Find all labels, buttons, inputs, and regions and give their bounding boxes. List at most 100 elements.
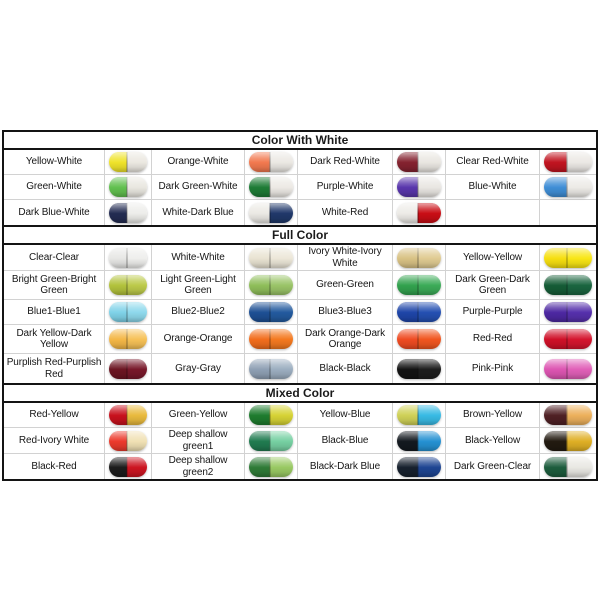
capsule-swatch	[108, 202, 148, 223]
color-name: Blue1-Blue1	[27, 306, 81, 318]
color-name-cell: Yellow-White	[4, 150, 105, 175]
capsule-swatch	[396, 430, 442, 451]
capsule-cell	[393, 200, 446, 225]
table-row: Black-Red Deep shallow green2 Black-Dark B…	[4, 454, 596, 479]
capsule-swatch	[396, 358, 442, 379]
table-row: Red-Ivory White Deep shallow green1 Black-…	[4, 428, 596, 454]
capsule-swatch	[248, 275, 294, 295]
color-name: Dark Green-Dark Green	[455, 273, 530, 297]
capsule-cell	[245, 271, 298, 300]
color-name: Dark Blue-White	[18, 206, 90, 218]
color-name-cell: Deep shallow green2	[152, 454, 245, 479]
color-name: Purple-White	[316, 181, 374, 193]
color-name: Black-Yellow	[464, 434, 521, 446]
capsule-swatch	[248, 202, 294, 223]
section-title: Color With White	[4, 132, 596, 150]
capsule-cell	[393, 403, 446, 428]
capsule-swatch	[108, 275, 148, 295]
color-name-cell: Gray-Gray	[152, 354, 245, 383]
capsule-cell	[245, 454, 298, 479]
color-name: Dark Green-Clear	[453, 460, 532, 472]
color-name-cell: Orange-White	[152, 150, 245, 175]
table-row: Dark Blue-White White-Dark Blue White-Red	[4, 200, 596, 225]
capsule-cell	[245, 150, 298, 175]
color-name: Yellow-Blue	[319, 409, 371, 421]
color-name: Blue3-Blue3	[318, 306, 372, 318]
color-name: Deep shallow green2	[168, 455, 228, 478]
color-name-cell: Blue2-Blue2	[152, 300, 245, 325]
color-name-cell: Yellow-Yellow	[446, 245, 540, 271]
capsule-swatch	[544, 456, 592, 477]
capsule-cell	[245, 403, 298, 428]
capsule-cell	[393, 300, 446, 325]
capsule-swatch	[396, 329, 442, 349]
capsule-swatch	[108, 329, 148, 349]
color-name: Green-Green	[316, 279, 374, 291]
capsule-cell	[105, 428, 152, 454]
color-name-cell: Black-Black	[298, 354, 393, 383]
capsule-cell	[105, 403, 152, 428]
capsule-swatch	[248, 177, 294, 197]
table-row: Yellow-White Orange-White Dark Red-White Cl…	[4, 150, 596, 175]
color-name: Blue2-Blue2	[171, 306, 225, 318]
color-name: White-Red	[321, 206, 369, 218]
color-name: Green-Yellow	[168, 409, 228, 421]
table-row: Dark Yellow-Dark Yellow Orange-Orange Dark…	[4, 325, 596, 354]
capsule-swatch	[248, 329, 294, 349]
capsule-swatch	[108, 358, 148, 379]
table-row: Clear-Clear White-White Ivory White-Ivory …	[4, 245, 596, 271]
color-name-cell: Purplish Red-Purplish Red	[4, 354, 105, 383]
section-title: Full Color	[4, 225, 596, 245]
capsule-swatch	[248, 302, 294, 322]
capsule-swatch	[108, 456, 148, 477]
capsule-cell	[393, 428, 446, 454]
table-row: Red-Yellow Green-Yellow Yellow-Blue Brown-Y…	[4, 403, 596, 428]
capsule-swatch	[544, 430, 592, 451]
capsule-swatch	[396, 177, 442, 197]
color-name: Purple-Purple	[462, 306, 523, 318]
capsule-cell	[245, 354, 298, 383]
capsule-swatch	[396, 202, 442, 223]
capsule-swatch	[108, 405, 148, 425]
capsule-swatch	[544, 177, 592, 197]
capsule-swatch	[544, 329, 592, 349]
capsule-cell	[105, 454, 152, 479]
capsule-swatch	[396, 152, 442, 172]
color-name-cell: Dark Green-White	[152, 175, 245, 200]
capsule-cell	[245, 245, 298, 271]
color-name-cell: Green-Green	[298, 271, 393, 300]
capsule-swatch	[108, 247, 148, 268]
capsule-swatch	[248, 456, 294, 477]
color-name: Deep shallow green1	[168, 429, 228, 452]
color-name-cell: Blue-White	[446, 175, 540, 200]
color-name: Red-Yellow	[29, 409, 79, 421]
color-name-cell: Black-Dark Blue	[298, 454, 393, 479]
capsule-swatch	[396, 456, 442, 477]
capsule-swatch	[108, 302, 148, 322]
capsule-swatch	[544, 302, 592, 322]
color-name: Dark Yellow-Dark Yellow	[16, 327, 92, 351]
color-name-cell: White-Red	[298, 200, 393, 225]
color-name-cell: Orange-Orange	[152, 325, 245, 354]
capsule-swatch	[108, 152, 148, 172]
capsule-swatch	[396, 405, 442, 425]
color-name-cell: Dark Blue-White	[4, 200, 105, 225]
capsule-cell	[245, 428, 298, 454]
color-name: Clear-Clear	[28, 251, 80, 263]
capsule-cell	[393, 325, 446, 354]
color-name-cell: Black-Blue	[298, 428, 393, 454]
color-name-cell: Pink-Pink	[446, 354, 540, 383]
color-name: White-Dark Blue	[162, 206, 234, 218]
color-name-cell: Clear-Clear	[4, 245, 105, 271]
color-name-cell: Green-White	[4, 175, 105, 200]
capsule-cell	[105, 150, 152, 175]
capsule-cell	[540, 354, 596, 383]
color-name-cell: Light Green-Light Green	[152, 271, 245, 300]
color-name: Ivory White-Ivory White	[308, 246, 382, 269]
color-name-cell: Blue1-Blue1	[4, 300, 105, 325]
color-name-cell: Dark Yellow-Dark Yellow	[4, 325, 105, 354]
color-name-cell: Bright Green-Bright Green	[4, 271, 105, 300]
section-title: Mixed Color	[4, 383, 596, 403]
color-name: Yellow-White	[25, 156, 83, 168]
